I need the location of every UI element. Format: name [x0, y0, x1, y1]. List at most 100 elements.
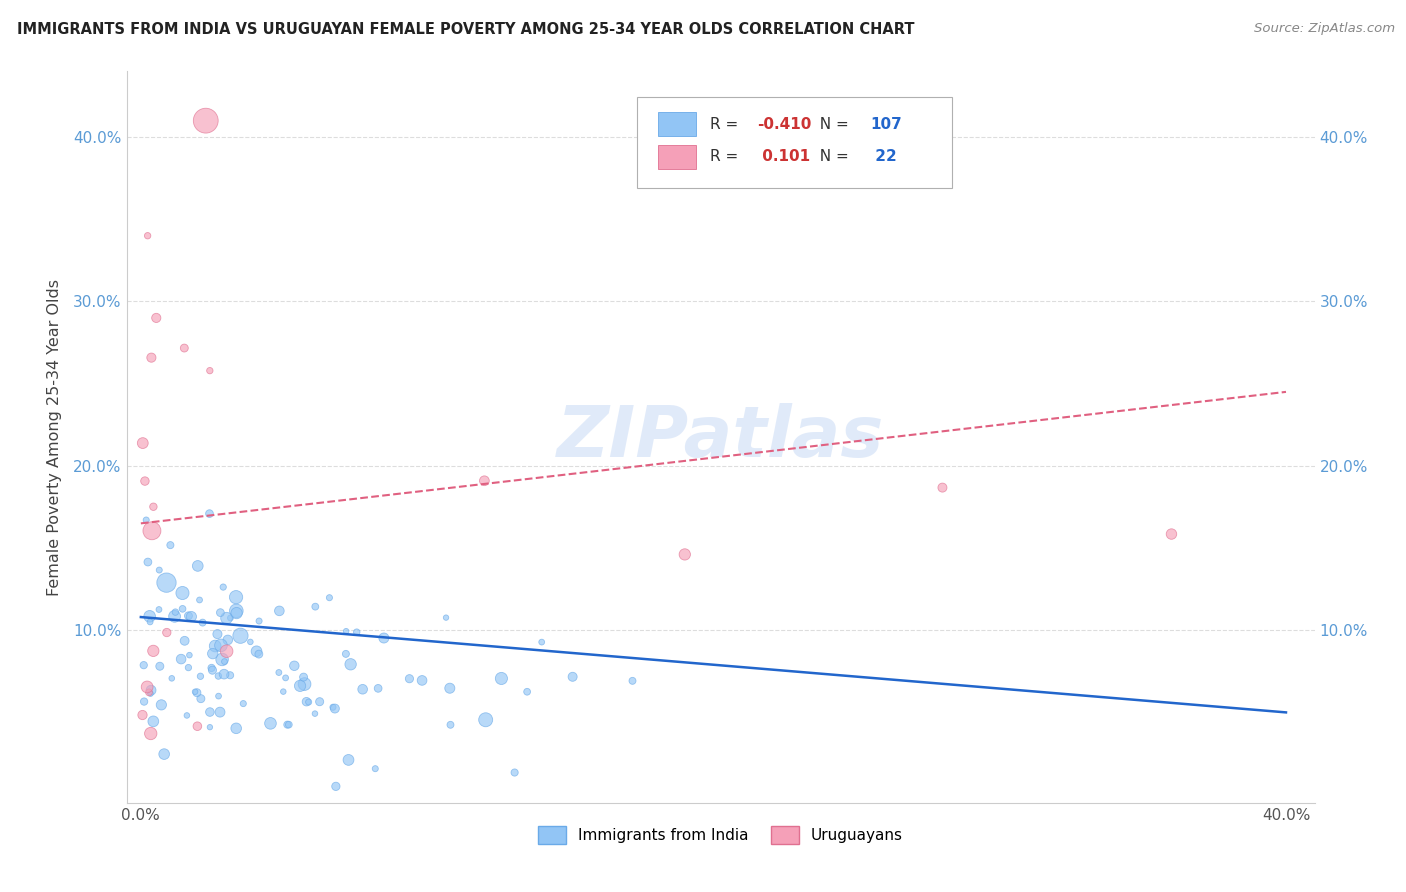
Point — [186, 686, 208, 700]
Point — [142, 714, 165, 729]
Point — [337, 753, 360, 767]
Text: -0.410: -0.410 — [758, 117, 811, 131]
Point — [198, 364, 221, 378]
Point — [214, 655, 236, 669]
Point — [156, 625, 179, 640]
Text: IMMIGRANTS FROM INDIA VS URUGUAYAN FEMALE POVERTY AMONG 25-34 YEAR OLDS CORRELAT: IMMIGRANTS FROM INDIA VS URUGUAYAN FEMAL… — [17, 22, 914, 37]
Point — [165, 605, 187, 619]
Point — [367, 681, 389, 696]
Point — [322, 700, 344, 714]
Point — [335, 647, 357, 661]
Point — [439, 681, 461, 696]
Point — [294, 677, 316, 691]
Point — [364, 762, 387, 776]
Point — [155, 575, 177, 590]
Point — [190, 669, 212, 683]
Text: Source: ZipAtlas.com: Source: ZipAtlas.com — [1254, 22, 1395, 36]
Point — [323, 701, 346, 715]
Point — [225, 590, 247, 604]
Point — [209, 639, 232, 653]
Point — [411, 673, 433, 688]
Point — [150, 698, 173, 712]
Point — [135, 513, 157, 527]
Point — [172, 586, 194, 600]
Point — [346, 625, 368, 640]
Point — [204, 639, 226, 653]
Text: R =: R = — [710, 150, 742, 164]
Point — [339, 657, 361, 672]
Point — [173, 633, 195, 648]
Point — [335, 624, 357, 639]
Point — [190, 691, 212, 706]
Point — [160, 671, 183, 685]
Point — [136, 555, 159, 569]
Point — [141, 351, 163, 365]
Point — [232, 697, 254, 711]
Point — [215, 644, 238, 658]
Y-axis label: Female Poverty Among 25-34 Year Olds: Female Poverty Among 25-34 Year Olds — [46, 278, 62, 596]
Point — [139, 615, 162, 629]
Point — [139, 683, 162, 698]
Point — [561, 670, 583, 684]
Point — [530, 635, 553, 649]
Text: 107: 107 — [870, 117, 903, 131]
Point — [352, 682, 374, 697]
Point — [931, 481, 953, 495]
Point — [283, 658, 305, 673]
Point — [271, 684, 294, 698]
Point — [209, 606, 232, 620]
Point — [186, 719, 208, 733]
Point — [134, 474, 156, 488]
Point — [434, 610, 457, 624]
Point — [229, 629, 252, 643]
Point — [215, 611, 238, 625]
Point — [491, 672, 513, 686]
Point — [139, 687, 162, 701]
Point — [145, 310, 167, 325]
Point — [304, 599, 326, 614]
Bar — [658, 112, 696, 136]
Text: 0.101: 0.101 — [758, 150, 810, 164]
Point — [170, 652, 193, 666]
Point — [153, 747, 176, 761]
Point — [200, 661, 222, 675]
Point — [673, 548, 696, 562]
Point — [304, 706, 326, 721]
Point — [163, 609, 186, 624]
Point — [267, 665, 290, 680]
Point — [177, 608, 200, 623]
Legend: Immigrants from India, Uruguayans: Immigrants from India, Uruguayans — [531, 820, 910, 850]
Point — [259, 716, 281, 731]
Point — [318, 591, 340, 605]
Point — [201, 647, 224, 661]
Point — [269, 604, 291, 618]
Point — [142, 500, 165, 514]
Point — [212, 667, 235, 681]
Point — [173, 341, 195, 355]
Point — [149, 659, 172, 673]
Point — [239, 635, 262, 649]
Point — [184, 685, 207, 699]
Point — [516, 685, 538, 699]
Point — [142, 644, 165, 658]
Point — [138, 609, 160, 624]
Point — [188, 593, 211, 607]
Point — [398, 672, 420, 686]
Text: N =: N = — [810, 150, 853, 164]
Point — [211, 652, 233, 666]
Point — [132, 695, 155, 709]
Point — [208, 705, 231, 719]
Point — [194, 113, 217, 128]
Point — [212, 580, 235, 594]
Point — [245, 644, 267, 658]
Point — [225, 606, 247, 620]
Point — [207, 689, 229, 703]
Point — [503, 765, 526, 780]
Point — [198, 507, 221, 521]
Point — [439, 718, 461, 732]
Point — [225, 722, 247, 736]
Point — [225, 604, 247, 618]
Point — [207, 669, 229, 683]
Point — [288, 679, 311, 693]
Point — [132, 658, 155, 673]
